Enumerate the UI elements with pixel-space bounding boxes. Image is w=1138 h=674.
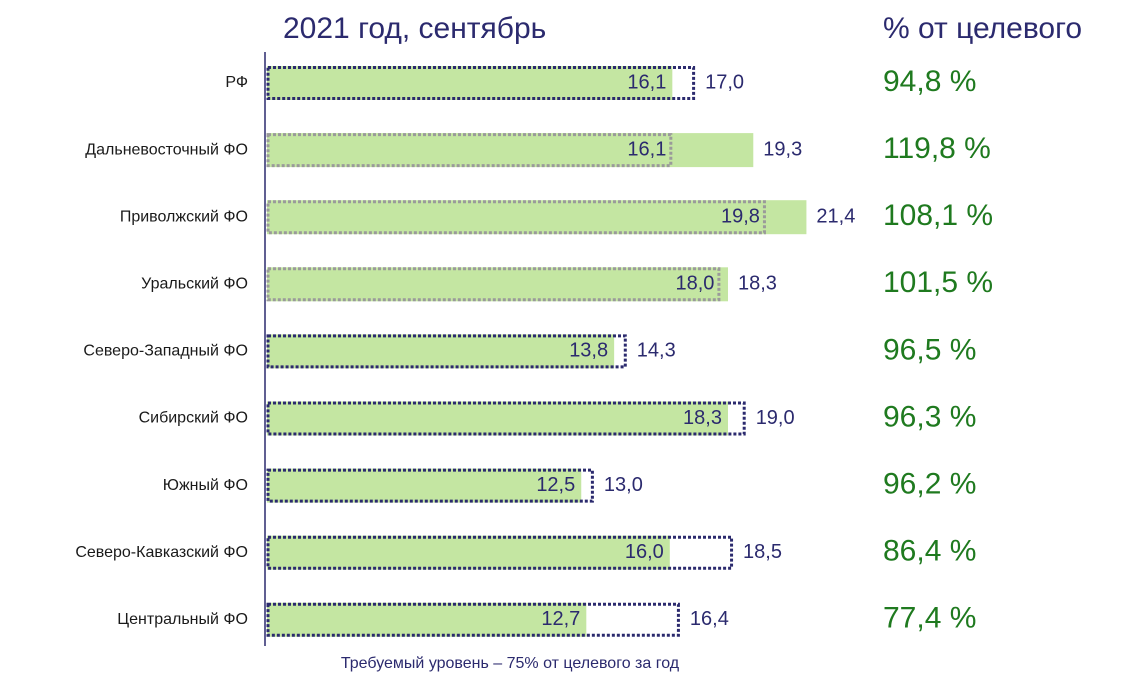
category-label: Северо-Кавказский ФО <box>75 544 248 561</box>
value-label: 12,5 <box>536 474 575 496</box>
category-label: Сибирский ФО <box>139 410 248 427</box>
value-label: 19,0 <box>756 407 795 429</box>
value-label: 19,8 <box>721 205 760 227</box>
percent-label: 96,5 % <box>883 333 976 366</box>
value-label: 13,0 <box>604 474 643 496</box>
percent-label: 94,8 % <box>883 65 976 98</box>
column-title: % от целевого <box>883 12 1082 45</box>
actual-bar <box>267 133 754 168</box>
actual-bar <box>267 602 587 637</box>
value-label: 16,1 <box>627 138 666 160</box>
category-label: Приволжский ФО <box>120 208 248 225</box>
value-label: 16,1 <box>627 71 666 93</box>
actual-bar <box>267 535 670 570</box>
target-box <box>266 334 627 369</box>
target-box <box>266 66 696 100</box>
value-label: 18,0 <box>675 273 714 295</box>
value-label: 13,8 <box>569 340 608 362</box>
percent-label: 119,8 % <box>883 132 991 165</box>
target-box <box>266 200 766 235</box>
percent-label: 101,5 % <box>883 266 993 299</box>
value-label: 21,4 <box>816 205 855 227</box>
value-label: 17,0 <box>705 71 744 93</box>
actual-bar <box>267 468 582 503</box>
actual-bar <box>267 267 728 302</box>
category-label: Южный ФО <box>163 477 248 494</box>
target-box <box>266 133 673 168</box>
category-label: Центральный ФО <box>117 611 248 628</box>
actual-bar <box>267 334 615 369</box>
category-label: Уральский ФО <box>141 276 248 293</box>
actual-bar <box>267 66 673 100</box>
value-label: 14,3 <box>637 340 676 362</box>
target-box <box>266 535 734 570</box>
percent-label: 108,1 % <box>883 199 993 232</box>
percent-label: 77,4 % <box>883 602 976 635</box>
value-label: 18,3 <box>738 273 777 295</box>
value-label: 18,3 <box>683 407 722 429</box>
value-label: 16,0 <box>625 541 664 563</box>
actual-bar <box>267 200 807 235</box>
target-box <box>266 602 680 637</box>
chart-title: 2021 год, сентябрь <box>283 12 546 45</box>
target-box <box>266 401 746 436</box>
value-label: 16,4 <box>690 608 729 630</box>
percent-label: 96,2 % <box>883 468 976 501</box>
footnote: Требуемый уровень – 75% от целевого за г… <box>341 655 680 672</box>
percent-label: 96,3 % <box>883 400 976 433</box>
target-box <box>266 468 594 503</box>
actual-bar <box>267 401 728 436</box>
category-label: Северо-Западный ФО <box>83 343 248 360</box>
value-label: 19,3 <box>763 138 802 160</box>
target-box <box>266 267 721 302</box>
value-label: 12,7 <box>541 608 580 630</box>
percent-label: 86,4 % <box>883 535 976 568</box>
category-label: РФ <box>225 74 248 91</box>
value-label: 18,5 <box>743 541 782 563</box>
category-label: Дальневосточный ФО <box>85 141 248 158</box>
